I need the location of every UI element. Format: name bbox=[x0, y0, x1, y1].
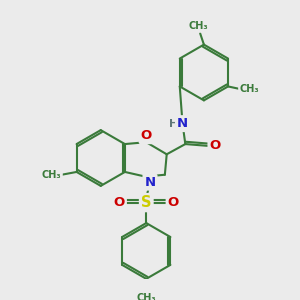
Text: H: H bbox=[169, 118, 178, 129]
Text: N: N bbox=[144, 176, 155, 189]
Text: S: S bbox=[141, 195, 152, 210]
Text: CH₃: CH₃ bbox=[188, 21, 208, 31]
Text: O: O bbox=[168, 196, 179, 209]
Text: O: O bbox=[114, 196, 125, 209]
Text: O: O bbox=[141, 129, 152, 142]
Text: O: O bbox=[209, 140, 221, 152]
Text: CH₃: CH₃ bbox=[42, 170, 61, 180]
Text: CH₃: CH₃ bbox=[240, 84, 259, 94]
Text: N: N bbox=[177, 117, 188, 130]
Text: CH₃: CH₃ bbox=[136, 293, 156, 300]
